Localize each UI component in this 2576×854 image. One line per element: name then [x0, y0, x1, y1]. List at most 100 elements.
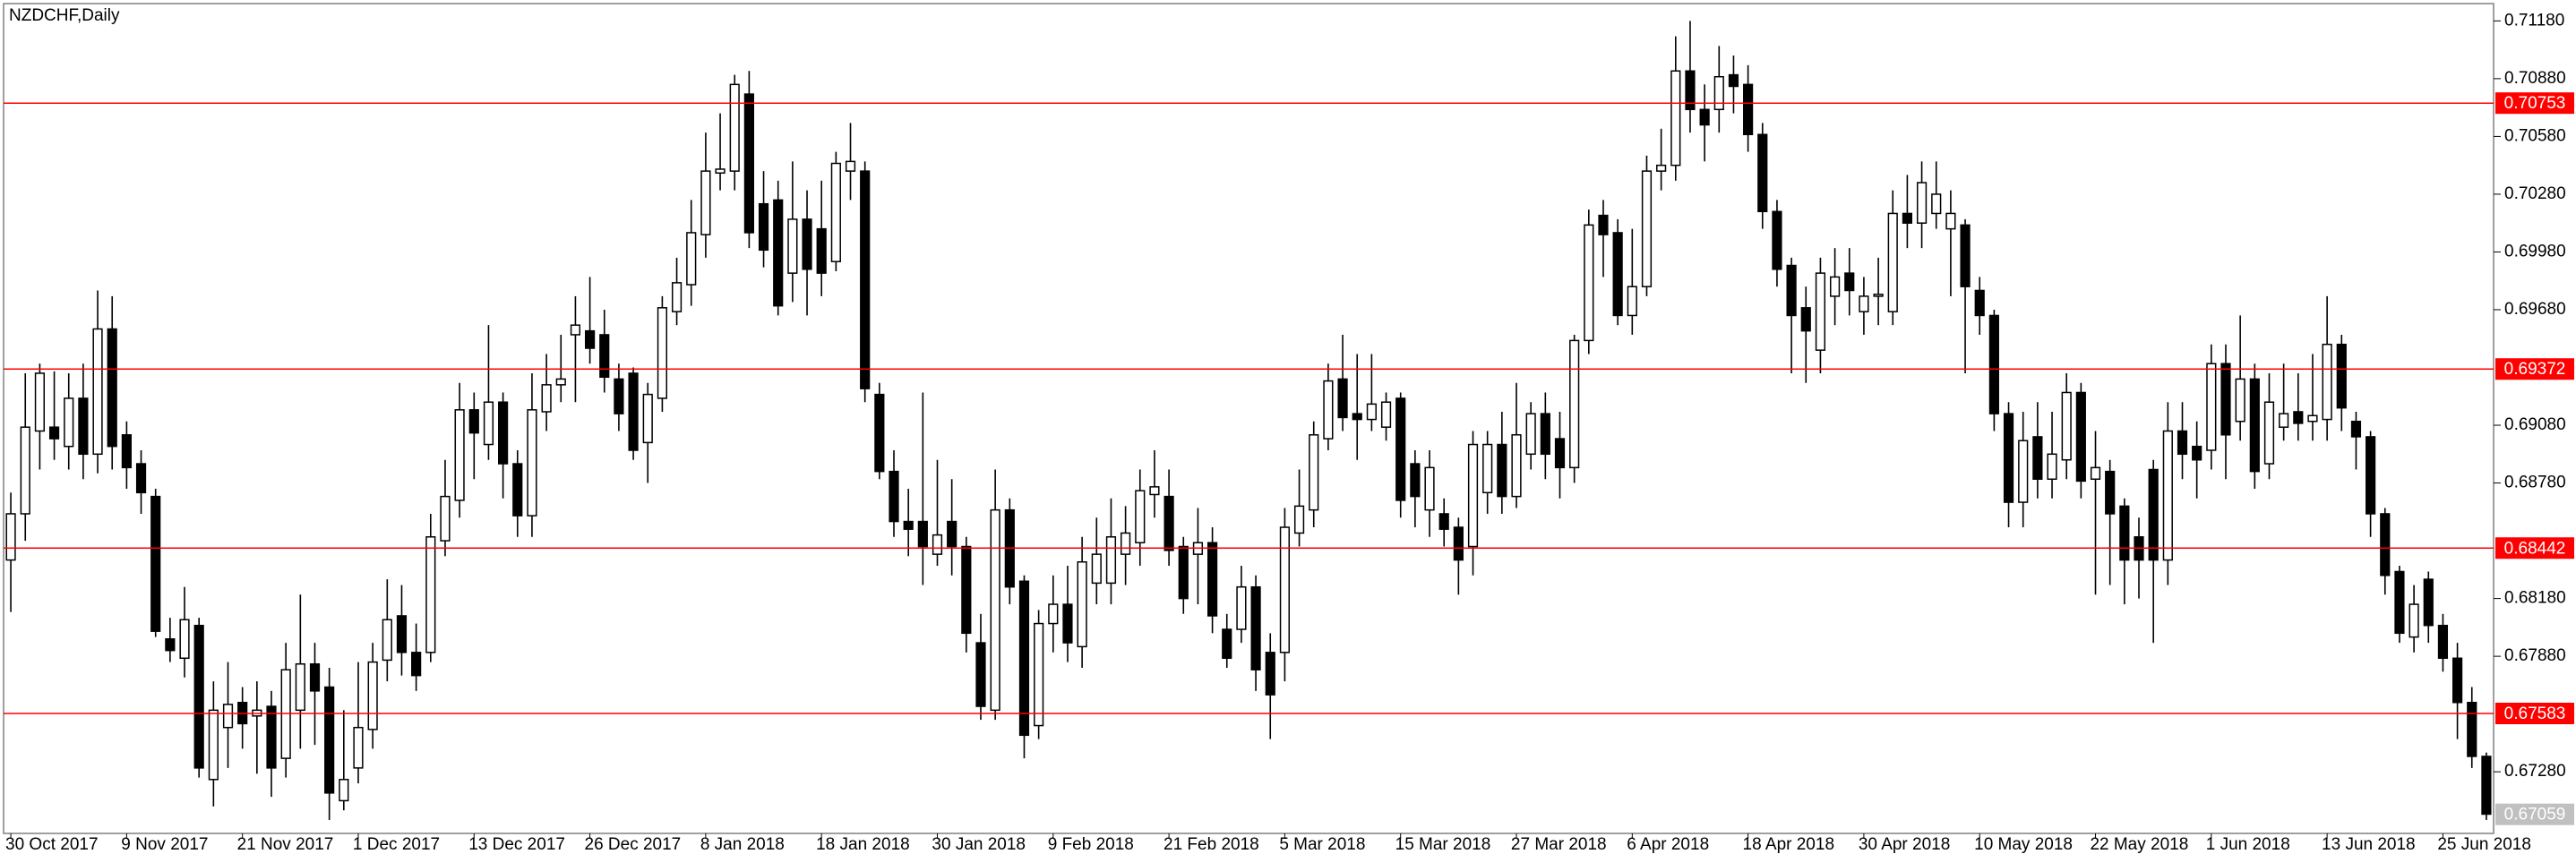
candle-body [498, 401, 509, 465]
level-label-box [2495, 358, 2574, 380]
candle-body [1077, 560, 1087, 648]
x-tick-label: 5 Mar 2018 [1279, 835, 1365, 854]
candle-body [208, 709, 219, 781]
candle-body [947, 520, 957, 548]
candle-body [1786, 264, 1797, 317]
y-tick-label: 0.67280 [2504, 762, 2566, 781]
candle-body [150, 495, 161, 632]
candle-body [917, 520, 928, 548]
candle-body [700, 170, 711, 235]
candle-body [555, 378, 566, 386]
level-label: 0.69372 [2504, 360, 2566, 379]
y-tick-label: 0.70580 [2504, 126, 2566, 145]
candle-body [1829, 276, 1841, 297]
candle-body [1728, 73, 1739, 88]
candle-body [2206, 363, 2217, 451]
candle-body [1279, 526, 1291, 653]
x-tick-label: 21 Nov 2017 [237, 835, 334, 854]
candle-body [1250, 585, 1261, 670]
candle-body [2075, 391, 2086, 483]
candle-body [1699, 108, 1710, 126]
candle-body [729, 83, 740, 172]
candle-body [339, 779, 349, 802]
candle-body [367, 661, 378, 730]
candle-body [1091, 553, 1102, 585]
candle-body [1540, 413, 1550, 456]
candle-body [1293, 505, 1305, 534]
candle-body [1887, 212, 1898, 312]
candle-body [468, 409, 479, 434]
candle-body [1482, 443, 1493, 494]
candle-body [1902, 212, 1913, 224]
candle-body [1945, 212, 1956, 230]
candle-body [990, 508, 1000, 712]
x-tick-label: 30 Oct 2017 [5, 835, 99, 854]
candle-body [382, 619, 392, 662]
candle-body [1265, 652, 1275, 696]
candle-body [1018, 580, 1030, 737]
candle-body [396, 615, 408, 653]
candle-body [2061, 391, 2072, 461]
candle-body [671, 282, 683, 312]
candle-body [2307, 414, 2318, 423]
x-tick-label: 30 Jan 2018 [932, 835, 1026, 854]
candle-body [483, 401, 494, 446]
candle-body [1800, 307, 1811, 332]
candle-body [1438, 513, 1449, 530]
candle-body [1641, 170, 1653, 287]
candle-body [92, 328, 103, 456]
x-tick-label: 13 Jun 2018 [2322, 835, 2416, 854]
x-tick-label: 6 Apr 2018 [1627, 835, 1709, 854]
candle-body [628, 372, 639, 451]
x-tick-label: 13 Dec 2017 [468, 835, 565, 854]
candle-body [309, 662, 321, 692]
candle-body [584, 329, 596, 349]
candle-body [1656, 164, 1667, 172]
last-price-label: 0.67059 [2504, 806, 2566, 824]
candle-body [1222, 628, 1232, 660]
candle-body [1772, 210, 1782, 270]
candle-body [961, 545, 972, 635]
candle-body [107, 328, 117, 448]
candle-body [1815, 272, 1826, 351]
candle-body [2336, 343, 2347, 409]
candle-body [2192, 445, 2202, 461]
y-tick-label: 0.70880 [2504, 69, 2566, 88]
level-label-box [2495, 703, 2574, 725]
candle-body [830, 162, 841, 262]
candle-body [1931, 193, 1942, 215]
candle-body [411, 652, 422, 677]
candle-body [1337, 378, 1348, 419]
candle-body [1569, 339, 1580, 469]
candle-body [1206, 542, 1218, 617]
candle-body [2003, 413, 2014, 503]
candle-body [2018, 440, 2029, 503]
candle-body [816, 227, 827, 274]
x-tick-label: 18 Jan 2018 [816, 835, 910, 854]
y-tick-label: 0.68780 [2504, 474, 2566, 492]
candle-body [1743, 83, 1754, 136]
level-label: 0.68442 [2504, 539, 2566, 558]
y-tick-label: 0.71180 [2504, 11, 2564, 30]
x-tick-label: 22 May 2018 [2090, 835, 2188, 854]
candle-body [1352, 413, 1362, 421]
candle-body [2032, 436, 2043, 481]
candle-body [1323, 380, 1334, 440]
candle-body [1713, 75, 1724, 111]
candle-body [657, 307, 668, 399]
candle-body [570, 324, 581, 336]
candle-body [1844, 272, 1855, 292]
candle-body [874, 393, 885, 473]
candle-body [2451, 657, 2463, 704]
candle-body [1873, 294, 1884, 297]
candle-body [2423, 578, 2434, 627]
candle-body [2119, 505, 2130, 561]
candle-body [34, 372, 46, 432]
candle-body [2220, 363, 2231, 436]
candle-body [527, 409, 537, 517]
x-tick-label: 1 Jun 2018 [2206, 835, 2290, 854]
candle-body [2394, 570, 2405, 635]
candle-body [1048, 603, 1059, 625]
candle-body [1988, 314, 1999, 414]
